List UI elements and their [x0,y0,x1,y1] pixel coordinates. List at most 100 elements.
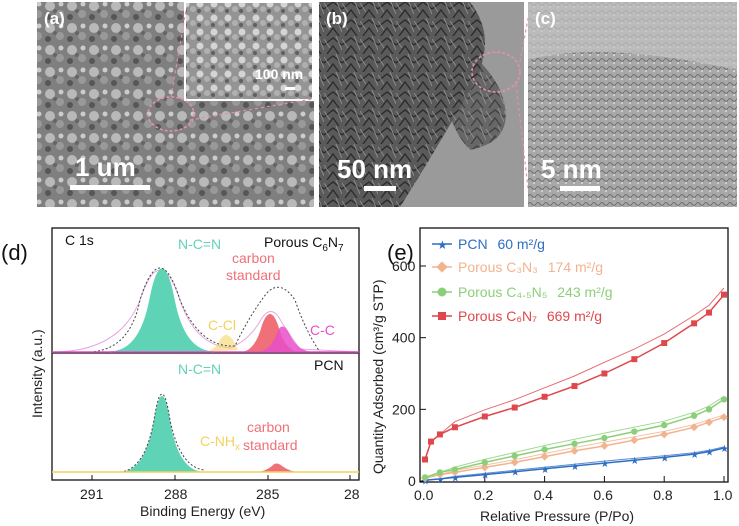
iso-point-2-9 [661,421,668,429]
iso-desorption-0 [424,446,725,481]
iso-point-3-9 [631,356,638,363]
cc-label: C-C [310,322,335,338]
iso-point-3-11 [691,320,698,327]
iso-point-1-4 [510,458,519,467]
iso-point-1-12 [720,413,728,422]
legend-item-c3n3: Porous C₃N₃ 174 m²/g [432,259,603,275]
carbon-label-bottom-2: standard [243,437,297,453]
iso-point-1-11 [705,418,714,427]
iso-point-2-11 [705,406,713,413]
iso-xtick-label: 0.4 [534,487,554,503]
legend-marker-c3n3 [436,261,448,273]
panel-d-label: (d) [1,240,28,265]
ccl-peak [200,334,238,352]
iso-point-2-0 [421,474,429,481]
xps-x-axis-label: Binding Energy (eV) [140,503,265,519]
fit-envelope-top [89,267,321,353]
xps-xtick-0: 291 [80,486,104,502]
panel-a-label: (a) [44,9,65,28]
iso-point-0-11: ★ [705,448,714,459]
iso-ytick-label: 400 [392,330,416,346]
xps-y-axis-label: Intensity (a.u.) [29,329,45,418]
iso-point-0-4: ★ [511,468,520,479]
iso-point-0-3: ★ [481,471,490,482]
iso-point-0-1: ★ [436,475,445,486]
legend-item-c45n5: Porous C₄.₅N₅ 243 m²/g [432,284,613,300]
iso-ytick-label: 600 [392,258,416,274]
panel-a-sem-image: (a) 100 nm 1 um [37,1,314,207]
iso-point-3-1 [427,438,434,445]
iso-xtick-label: 0.8 [653,487,673,503]
legend-item-pcn: ★ PCN 60 m²/g [432,236,545,252]
iso-point-2-7 [601,434,608,442]
iso-point-3-3 [451,424,458,431]
panel-d-xps: (d) C 1s Porous C6N7 N-C=N carbon standa… [1,227,360,519]
iso-point-2-1 [436,469,444,476]
iso-point-3-12 [706,309,713,316]
xps-top-title: Porous C6N7 [264,234,344,254]
legend-marker-c6n7 [438,312,446,320]
iso-point-3-2 [436,431,443,438]
iso-point-3-10 [661,340,668,347]
panel-c-label: (c) [535,9,556,28]
iso-point-3-13 [721,291,727,298]
iso-ytick-label: 200 [392,401,416,417]
iso-point-0-0: ★ [421,476,430,487]
panel-b-scale-bar [364,186,396,191]
iso-frame [419,227,729,483]
panel-a-scale-bar [70,185,150,190]
iso-point-3-6 [541,393,548,400]
legend-marker-pcn: ★ [437,238,448,252]
iso-point-0-9: ★ [660,453,669,464]
iso-point-3-5 [511,404,518,411]
iso-point-2-10 [690,412,698,419]
ncn-label-bottom: N-C=N [178,361,221,377]
iso-point-2-3 [481,459,488,466]
iso-ytick-label: 0 [408,473,416,489]
iso-point-0-8: ★ [630,456,639,467]
legend-item-c6n7: Porous C₆N₇ 669 m²/g [432,308,602,324]
iso-point-1-3 [480,463,489,472]
panel-e-label: (e) [387,240,414,265]
inset-scale-label: 100 nm [255,66,303,82]
iso-line-0 [424,447,725,482]
iso-xtick-label: 0.0 [414,487,434,503]
ncn-label-top: N-C=N [178,236,221,252]
iso-point-2-12 [720,396,728,403]
legend-name-c6n7: Porous C₆N₇ 669 m²/g [458,308,602,324]
fit-envelope-bottom [119,393,206,473]
iso-point-0-6: ★ [571,462,580,473]
xps-frame [51,227,360,481]
iso-series: ★ ★ ★ ★ ★ ★ ★ ★ ★ ★ ★ ★ ★ [421,287,729,487]
xps-bottom-title: PCN [314,357,344,373]
legend-name-c45n5: Porous C₄.₅N₅ 243 m²/g [458,284,613,300]
panel-a-inset [184,1,314,101]
xps-x-ticks: 291 288 285 28 [80,475,360,502]
cnh-label: C-NHx [200,433,240,453]
panel-b-scale-label: 50 nm [337,154,412,184]
carbon-label-top-1: carbon [232,250,275,266]
iso-point-2-6 [571,440,578,447]
xps-xtick-1: 288 [164,486,188,502]
carbon-label-bottom-1: carbon [247,419,290,435]
legend-marker-c45n5 [437,287,447,297]
ncn-peak-top [110,269,214,352]
iso-point-3-4 [481,413,488,420]
panel-c-scale-bar [560,186,600,191]
xps-xtick-2: 285 [256,486,280,502]
panel-b-label: (b) [326,9,348,28]
zoom-circle-b [471,51,521,93]
iso-point-2-2 [451,466,459,473]
legend-name-c3n3: Porous C₃N₃ 174 m²/g [458,259,603,275]
iso-point-3-0 [422,456,428,463]
iso-point-0-10: ★ [690,450,699,461]
zoom-circle-a [147,96,195,132]
iso-point-0-2: ★ [451,473,460,484]
panel-c-scale-label: 5 nm [541,154,602,184]
iso-point-0-12: ★ [720,444,729,455]
panel-a-scale-label: 1 um [75,152,136,182]
iso-y-axis-label: Quantity Adsorbed (cm³/g STP) [370,279,386,474]
iso-point-1-7 [600,441,609,450]
